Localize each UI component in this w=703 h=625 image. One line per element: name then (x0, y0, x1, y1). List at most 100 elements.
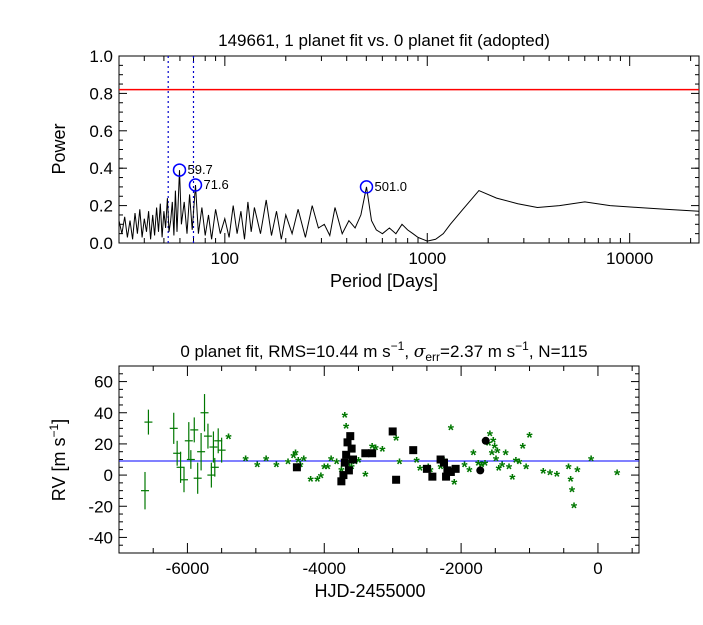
rv-star-point: * (614, 468, 621, 485)
rv-star-point: * (254, 460, 261, 477)
rv-y-axis-title-main: RV [m s (49, 438, 69, 502)
rv-errorbar-point (169, 412, 178, 444)
rv-star-point: * (496, 463, 503, 480)
rv-star-point: * (451, 477, 458, 494)
rv-errorbar-point (214, 428, 223, 454)
rv-star-point: * (487, 429, 494, 446)
rv-square-point (347, 444, 356, 453)
rv-square-point (339, 471, 348, 480)
rv-square-point (451, 464, 460, 473)
rv-square-point (344, 466, 353, 475)
rv-circle-point (476, 466, 485, 475)
rv-title-part-c: =2.37 m s (440, 342, 515, 361)
rv-star-point: * (513, 455, 520, 472)
y-tick-label: 0.6 (89, 122, 113, 141)
y-tick-label: 0.8 (89, 84, 113, 103)
rv-star-point: * (526, 430, 533, 447)
rv-errorbar-point (173, 440, 182, 466)
rv-errorbar-point (207, 462, 216, 488)
rv-title-sup-a: −1 (391, 339, 405, 353)
rv-square-point (388, 427, 397, 436)
rv-axes: -40 -20 0 20 40 60 -6000 -4000 -2000 0 (88, 365, 639, 578)
rv-star-point: * (493, 454, 500, 471)
rv-star-point: * (417, 463, 424, 480)
periodogram-plot-frame (118, 55, 700, 244)
rv-square-point (422, 464, 431, 473)
rv-star-point: * (292, 447, 299, 464)
rv-star-point: * (352, 457, 359, 474)
rv-star-point: * (301, 454, 308, 471)
rv-star-point: * (314, 474, 321, 491)
peak-label: 59.7 (187, 162, 212, 177)
y-tick-label: 0.4 (89, 159, 113, 178)
rv-errorbar-point (186, 450, 195, 469)
rv-star-point: * (448, 422, 455, 439)
rv-star-point: * (325, 461, 332, 478)
rv-star-point: * (263, 454, 270, 471)
rv-star-point: * (523, 461, 530, 478)
x-tick-label: 0 (593, 559, 602, 578)
rv-title-sigma: σ (414, 342, 426, 362)
y-tick-label: -20 (88, 497, 113, 516)
rv-title-sigma-sub: err (425, 350, 440, 364)
rv-star-point: * (571, 500, 578, 517)
rv-star-point: * (506, 461, 513, 478)
periodogram-title: 149661, 1 planet fit vs. 0 planet fit (a… (218, 31, 550, 50)
rv-errorbar-point (197, 433, 206, 471)
rv-title-part-b: , (404, 342, 413, 361)
periodogram-series: 59.771.6 501.0 (118, 56, 700, 243)
rv-star-point: * (321, 461, 328, 478)
rv-star-point: * (569, 485, 576, 502)
rv-square-point (343, 438, 352, 447)
rv-star-point: * (470, 447, 477, 464)
y-tick-label: 40 (94, 404, 113, 423)
y-tick-label: 60 (94, 373, 113, 392)
rv-star-point: * (547, 468, 554, 485)
rv-square-point (392, 475, 401, 484)
rv-square-point (440, 458, 448, 467)
rv-star-point: * (379, 444, 386, 461)
rv-star-point: * (362, 469, 369, 486)
rv-panel: 0 planet fit, RMS=10.44 m s−1, σerr=2.37… (47, 339, 640, 601)
rv-star-point: * (574, 464, 581, 481)
periodogram-y-axis-title: Power (49, 123, 69, 174)
peak-label: 501.0 (375, 179, 408, 194)
y-tick-label: -40 (88, 528, 113, 547)
rv-star-point: * (475, 458, 482, 475)
x-tick-label: -6000 (166, 559, 209, 578)
rv-square-point (361, 449, 370, 458)
periodogram-axes: 0.0 0.2 0.4 0.6 0.8 1.0 100 1000 10000 (89, 47, 699, 268)
rv-star-point: * (333, 457, 340, 474)
rv-square-point (340, 458, 349, 467)
peak-circle (172, 163, 187, 177)
rv-star-point: * (588, 454, 595, 471)
rv-square-point (428, 472, 437, 481)
rv-errorbar-point (200, 394, 209, 432)
rv-star-point: * (502, 447, 509, 464)
peak-circle (359, 180, 374, 194)
rv-star-point: * (393, 433, 400, 450)
rv-star-point: * (565, 461, 572, 478)
x-tick-label: 1000 (408, 249, 446, 268)
rv-star-point: * (342, 410, 349, 427)
rv-star-point: * (225, 432, 232, 449)
rv-y-axis-title-sup: −1 (47, 424, 61, 438)
peak-label: 71.6 (203, 177, 228, 192)
periodogram-line (118, 170, 700, 242)
rv-star-point: * (343, 421, 350, 438)
rv-errorbar-point (203, 423, 212, 449)
rv-star-point: * (437, 461, 444, 478)
rv-square-point (446, 467, 455, 476)
rv-star-point: * (328, 454, 335, 471)
rv-errorbar-point (190, 417, 199, 443)
rv-errorbar-point (141, 471, 149, 510)
rv-star-point: * (520, 441, 527, 458)
rv-title-part-d: , N=115 (529, 342, 588, 361)
y-tick-label: 0 (104, 466, 113, 485)
rv-square-point (368, 449, 377, 458)
rv-star-point: * (466, 464, 473, 481)
rv-series: ** * * * * ** ** ***** ********* ** ******* *******… (119, 394, 639, 517)
rv-square-point (342, 450, 351, 459)
rv-errorbar-point (144, 409, 153, 435)
